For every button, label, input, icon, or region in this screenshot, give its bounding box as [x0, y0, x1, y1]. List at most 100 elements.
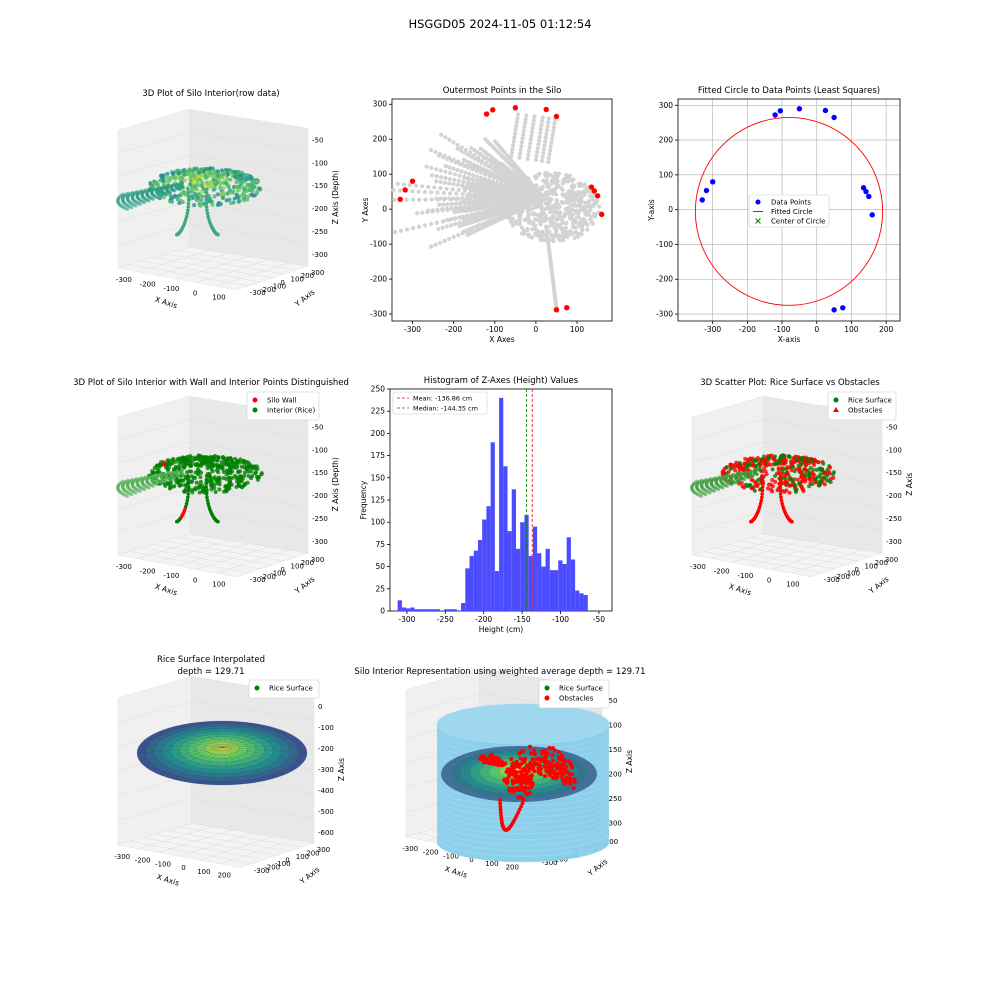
tail-point — [205, 211, 210, 216]
data-point — [503, 174, 509, 179]
surface-point — [213, 490, 218, 495]
grid-line — [189, 200, 309, 221]
data-point — [445, 218, 450, 223]
data-point — [457, 162, 463, 167]
x-tick-label: 100 — [212, 581, 225, 589]
obstacle-point — [516, 787, 521, 792]
y-axis-label: Y Axis — [866, 574, 890, 596]
surface-mesh — [139, 746, 223, 761]
hist-bar — [435, 609, 440, 611]
legend-label: Fitted Circle — [771, 208, 813, 216]
data-point — [493, 168, 498, 173]
z-tick-label: -50 — [606, 697, 617, 705]
tail-point — [205, 498, 210, 503]
data-point — [464, 221, 469, 227]
x-tick-label: -100 — [443, 852, 459, 860]
data-point — [429, 197, 434, 202]
hist-bar — [448, 609, 453, 611]
surface-point — [767, 482, 771, 487]
grid-line — [763, 510, 883, 531]
surface-point — [144, 188, 148, 192]
data-point — [469, 154, 474, 159]
surface-point — [216, 476, 221, 481]
data-point — [442, 197, 447, 202]
obstacle-point — [528, 760, 533, 765]
data-point — [435, 190, 440, 195]
surface-point — [189, 480, 194, 485]
tail-point — [204, 201, 209, 206]
data-point — [469, 145, 474, 151]
data-point — [796, 106, 803, 112]
chart-title: 3D Plot of Silo Interior(row data) — [142, 89, 279, 99]
surface-point — [234, 465, 239, 470]
x-tick-label: 200 — [506, 864, 519, 872]
data-point — [495, 177, 500, 182]
surface-point — [215, 192, 220, 197]
y-tick-label: 200 — [875, 559, 888, 567]
data-point — [597, 204, 602, 209]
surface-point — [727, 473, 731, 478]
x-tick-label: -300 — [690, 563, 706, 571]
chart-title: 3D Scatter Plot: Rice Surface vs Obstacl… — [700, 378, 880, 388]
obstacle-point — [545, 751, 550, 756]
obstacle-point — [547, 745, 552, 750]
obstacle-point — [522, 798, 526, 802]
hist-bar — [562, 563, 567, 611]
data-point — [515, 116, 520, 121]
tail-point — [175, 519, 179, 524]
z-tick-label: -250 — [606, 795, 622, 803]
surface-point — [180, 464, 185, 469]
data-point — [430, 173, 435, 178]
z-tick-label: -300 — [312, 538, 328, 546]
surface-point — [153, 180, 158, 185]
z-tick-label: -50 — [312, 423, 323, 431]
cylinder-ring — [436, 825, 610, 846]
data-point — [538, 237, 544, 243]
tail-point — [760, 477, 765, 482]
data-point — [544, 128, 550, 133]
surface-point — [207, 196, 212, 201]
data-point — [458, 148, 464, 153]
data-point — [703, 187, 710, 194]
data-point — [491, 175, 496, 181]
data-point — [539, 123, 544, 128]
tail-point — [760, 492, 765, 496]
grid-line — [189, 487, 309, 508]
data-point — [447, 176, 453, 182]
surface-point — [224, 476, 229, 481]
y-tick-label: 300 — [885, 556, 898, 564]
legend-marker — [544, 695, 550, 701]
surface-point — [803, 471, 808, 476]
data-point — [582, 183, 587, 188]
obstacle-point — [505, 767, 510, 772]
surface-point — [225, 177, 229, 182]
surface-mesh — [221, 721, 233, 748]
surface-mesh — [221, 746, 305, 761]
surface-point — [226, 470, 231, 475]
data-point — [424, 164, 429, 169]
data-point — [538, 126, 543, 132]
y-tick-label: -100 — [275, 860, 291, 868]
data-point — [572, 194, 577, 199]
tail-point — [204, 205, 209, 209]
data-point — [537, 218, 542, 223]
surface-point — [148, 474, 153, 478]
obstacle-point — [546, 760, 551, 765]
data-point — [456, 187, 461, 193]
data-point — [422, 189, 428, 195]
surface-mesh — [221, 746, 233, 785]
data-point — [444, 224, 450, 229]
legend-box — [748, 194, 830, 228]
surface-mesh — [158, 731, 223, 748]
surface-point — [144, 475, 148, 479]
data-point — [453, 216, 458, 221]
legend-box — [248, 679, 320, 699]
obstacle-point — [571, 786, 576, 791]
data-point — [569, 188, 574, 194]
obstacle-point — [498, 801, 503, 806]
surface-point — [200, 173, 205, 178]
surface-point — [187, 469, 192, 474]
data-point — [515, 185, 520, 190]
data-point — [449, 223, 454, 228]
data-point — [549, 140, 554, 145]
